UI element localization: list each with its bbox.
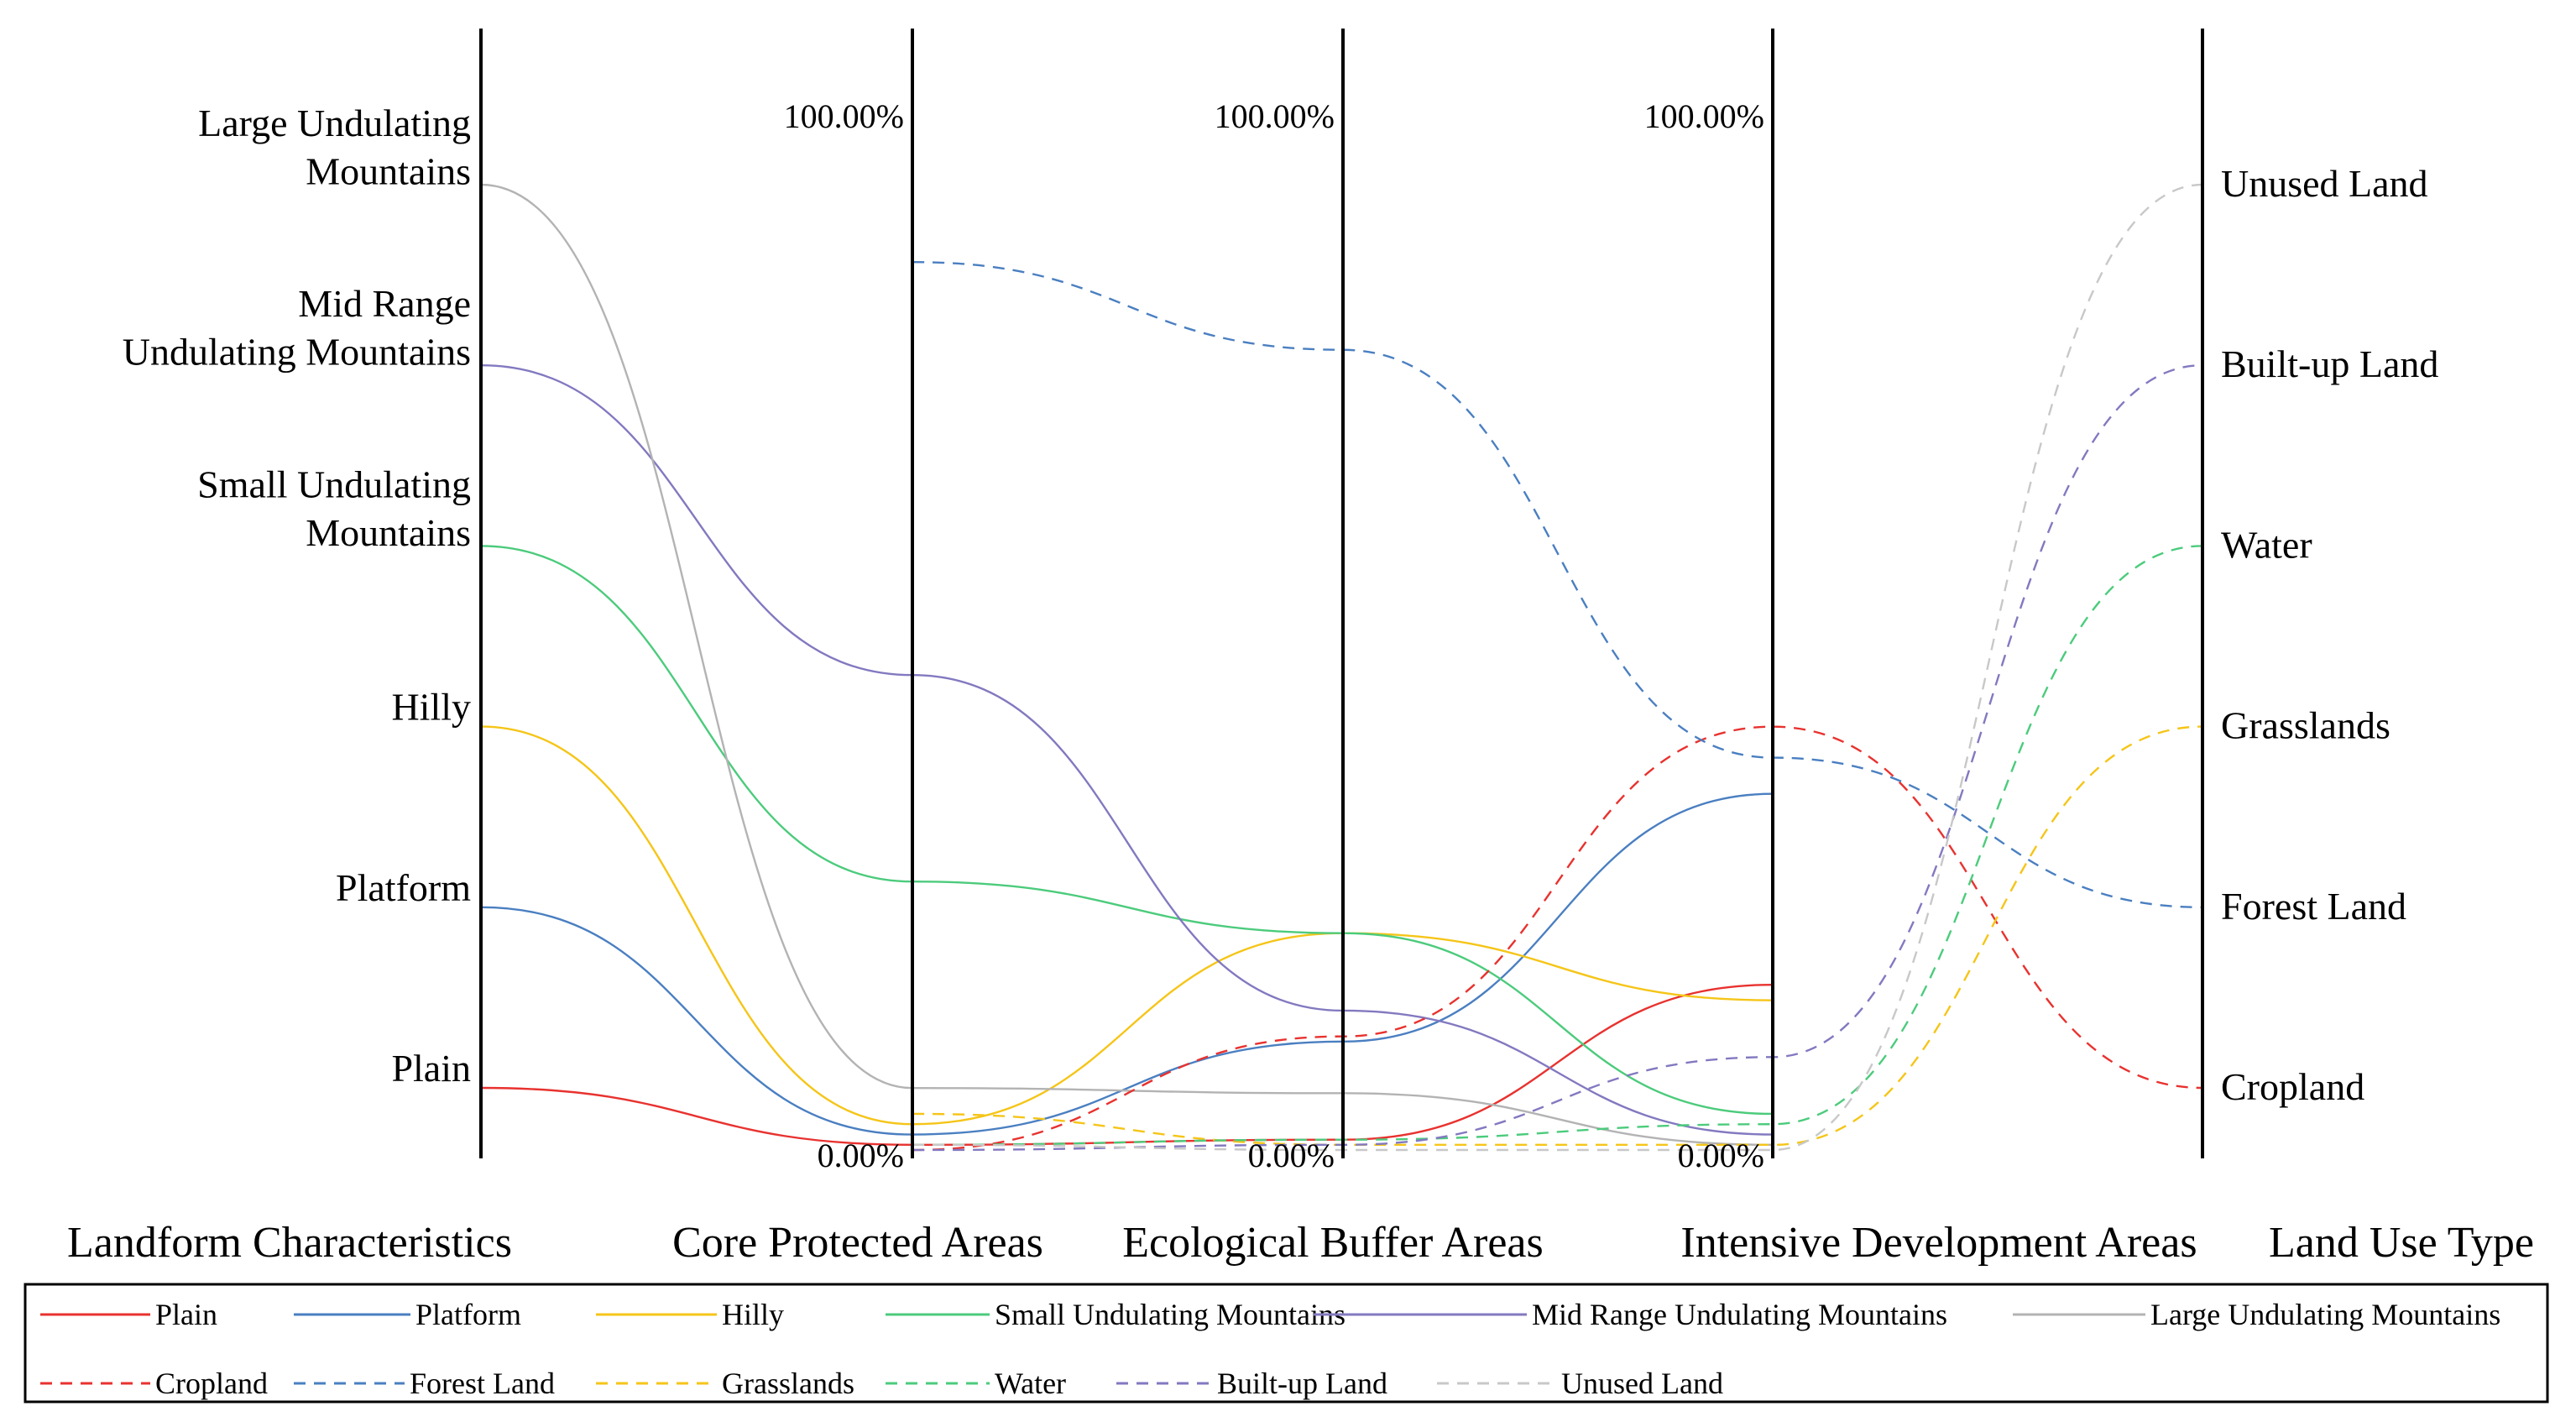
series-line-hilly — [480, 725, 1774, 1126]
category-label-mid-range-undulating-mountains: Mid Range Undulating Mountains — [123, 282, 471, 374]
category-label-unused-land: Unused Land — [2221, 162, 2428, 205]
legend-label-cropland: Cropland — [155, 1367, 268, 1400]
axis-title-landform-characteristics: Landform Characteristics — [67, 1219, 512, 1267]
legend-label-small-undulating-mountains: Small Undulating Mountains — [995, 1298, 1345, 1331]
category-label-small-undulating-mountains: Small Undulating Mountains — [197, 463, 471, 554]
legend-label-grasslands: Grasslands — [722, 1367, 854, 1400]
series-line-large-undulating-mountains — [480, 183, 1774, 1147]
legend-label-plain: Plain — [155, 1298, 217, 1331]
category-label-plain: Plain — [391, 1047, 471, 1090]
legend-box — [24, 1283, 2549, 1403]
series-line-mid-range-undulating-mountains — [480, 364, 1774, 1136]
legend-label-hilly: Hilly — [722, 1298, 784, 1331]
axis-min-label: 0.00% — [1678, 1137, 1764, 1174]
legend-label-unused-land: Unused Land — [1561, 1367, 1723, 1400]
category-label-platform: Platform — [336, 866, 471, 909]
category-label-large-undulating-mountains: Large Undulating Mountains — [198, 102, 471, 193]
category-label-grasslands: Grasslands — [2221, 704, 2391, 747]
category-label-forest-land: Forest Land — [2221, 885, 2406, 928]
category-label-built-up-land: Built-up Land — [2221, 342, 2438, 385]
axis-title-ecological-buffer-areas: Ecological Buffer Areas — [1122, 1219, 1544, 1267]
axis-min-label: 0.00% — [818, 1137, 904, 1174]
axis-title-core-protected-areas: Core Protected Areas — [672, 1219, 1043, 1267]
series-line-water — [912, 545, 2203, 1147]
axis-title-land-use-type: Land Use Type — [2269, 1219, 2534, 1267]
series-line-grasslands — [912, 725, 2203, 1147]
axis-max-label: 100.00% — [784, 97, 904, 135]
series-line-cropland — [912, 725, 2203, 1152]
category-label-cropland: Cropland — [2221, 1065, 2364, 1108]
legend-label-built-up-land: Built-up Land — [1217, 1367, 1387, 1400]
axis-title-intensive-development-areas: Intensive Development Areas — [1680, 1219, 2197, 1267]
legend-label-mid-range-undulating-mountains: Mid Range Undulating Mountains — [1532, 1298, 1947, 1331]
axis-labels: 100.00% 0.00% 100.00% 0.00% 100.00% 0.00% Plai… — [67, 97, 2534, 1267]
axis-max-label: 100.00% — [1215, 97, 1335, 135]
legend-label-forest-land: Forest Land — [410, 1367, 555, 1400]
series-line-built-up-land — [912, 364, 2203, 1152]
axis-min-label: 0.00% — [1248, 1137, 1335, 1174]
legend: Plain Platform Hilly Small Undulating Mount… — [24, 1283, 2549, 1403]
series-line-platform — [480, 792, 1774, 1136]
category-label-water: Water — [2221, 523, 2312, 566]
axes — [479, 29, 2204, 1158]
series-line-small-undulating-mountains — [480, 545, 1774, 1116]
axis-max-label: 100.00% — [1644, 97, 1764, 135]
series-line-forest-land — [912, 261, 2203, 908]
series-lines — [480, 183, 2203, 1152]
series-line-unused-land — [912, 183, 2203, 1152]
legend-label-water: Water — [995, 1367, 1066, 1400]
series-line-plain — [480, 984, 1774, 1147]
legend-label-platform: Platform — [415, 1298, 521, 1331]
category-label-hilly: Hilly — [391, 686, 471, 729]
legend-label-large-undulating-mountains: Large Undulating Mountains — [2150, 1298, 2500, 1331]
